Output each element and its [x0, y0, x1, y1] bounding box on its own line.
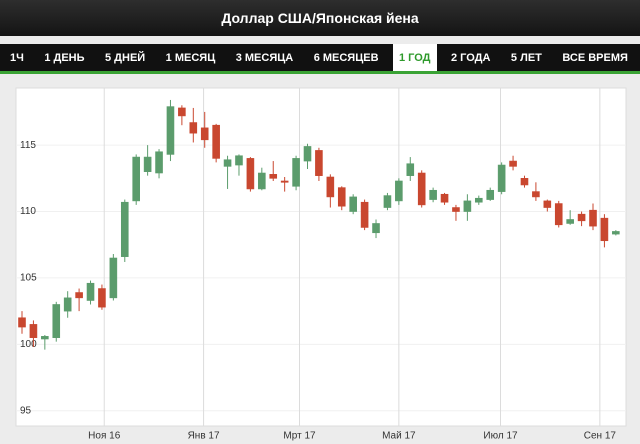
candle-body — [337, 187, 346, 207]
candle-body — [212, 124, 220, 159]
tab[interactable]: 1 МЕСЯЦ — [165, 51, 216, 64]
x-tick-label: Мрт 17 — [283, 431, 316, 442]
tab[interactable]: 1Ч — [10, 51, 24, 64]
y-tick-label: 115 — [20, 140, 36, 151]
candle-body — [372, 223, 380, 234]
candle-body — [269, 174, 278, 179]
candle-body — [292, 158, 300, 187]
candle-body — [75, 292, 83, 299]
candle-body — [280, 180, 289, 183]
candle-body — [223, 159, 232, 167]
tab[interactable]: 6 МЕСЯЦЕВ — [313, 51, 379, 64]
tab[interactable]: 1 ГОД — [393, 44, 437, 71]
candle-body — [554, 203, 563, 226]
candle-body — [577, 213, 586, 222]
candle-body — [86, 282, 95, 301]
candle-body — [429, 189, 437, 200]
tab[interactable]: ВСЕ ВРЕМЯ — [562, 51, 628, 64]
x-tick-label: Май 17 — [382, 431, 416, 442]
candle-body — [143, 156, 152, 172]
candle-body — [120, 201, 129, 257]
x-tick-label: Сен 17 — [584, 431, 617, 442]
candle-body — [235, 155, 243, 166]
candle-body — [486, 189, 495, 200]
candle-body — [315, 150, 323, 176]
candle-body — [452, 207, 460, 212]
candle-body — [246, 158, 255, 190]
tab[interactable]: 5 ЛЕТ — [510, 51, 542, 64]
candle-body — [600, 217, 609, 242]
candle-body — [326, 176, 335, 198]
candle-body — [189, 122, 198, 134]
candle-body — [463, 200, 472, 212]
candle-body — [63, 297, 72, 312]
candle-body — [543, 200, 552, 208]
candle-body — [200, 127, 209, 141]
y-tick-label: 110 — [20, 206, 36, 217]
title: Доллар США/Японская йена — [221, 10, 419, 26]
candle-body — [589, 209, 597, 227]
candle-body — [132, 156, 140, 202]
tab[interactable]: 2 ГОДА — [450, 51, 491, 64]
candle-body — [566, 219, 574, 224]
candle-body — [178, 107, 186, 117]
candle-body — [474, 197, 483, 203]
tab-bar: 1Ч 1 ДЕНЬ 5 ДНЕЙ 1 МЕСЯЦ 3 МЕСЯЦА 6 МЕСЯЦЕВ 1 … — [0, 44, 640, 74]
plot-area — [15, 87, 627, 427]
candle-body — [520, 178, 529, 186]
candle-body — [29, 324, 38, 338]
x-tick-label: Июл 17 — [483, 431, 518, 442]
y-tick-label: 100 — [20, 339, 37, 350]
candle-body — [497, 164, 506, 192]
candle-body — [18, 317, 26, 328]
candle-body — [303, 146, 312, 162]
x-tick-label: Ноя 16 — [88, 431, 121, 442]
candle-body — [109, 257, 118, 299]
candle-body — [509, 160, 517, 167]
candle-body — [383, 195, 392, 208]
candle-body — [258, 172, 266, 190]
header: Доллар США/Японская йена — [0, 0, 640, 36]
candle-body — [52, 304, 61, 338]
y-tick-label: 95 — [20, 405, 32, 416]
x-tick-label: Янв 17 — [188, 431, 220, 442]
candle-body — [612, 231, 620, 235]
tab[interactable]: 1 ДЕНЬ — [44, 51, 85, 64]
candle-body — [41, 336, 49, 340]
candle-body — [166, 106, 175, 155]
tab[interactable]: 3 МЕСЯЦА — [235, 51, 294, 64]
candle-body — [417, 172, 426, 206]
candle-body — [155, 151, 163, 174]
candle-body — [532, 191, 540, 198]
candle-body — [349, 196, 357, 212]
candle-body — [440, 193, 449, 203]
chart: 95 100 105 110 115 Ноя 16 Янв 17 Мрт 17 Май 17 Ию… — [15, 87, 627, 442]
candle-body — [98, 288, 106, 308]
candle-body — [395, 180, 403, 202]
y-tick-label: 105 — [20, 273, 37, 284]
candle-body — [406, 163, 415, 176]
tab[interactable]: 5 ДНЕЙ — [105, 51, 146, 64]
candle-body — [360, 201, 369, 228]
